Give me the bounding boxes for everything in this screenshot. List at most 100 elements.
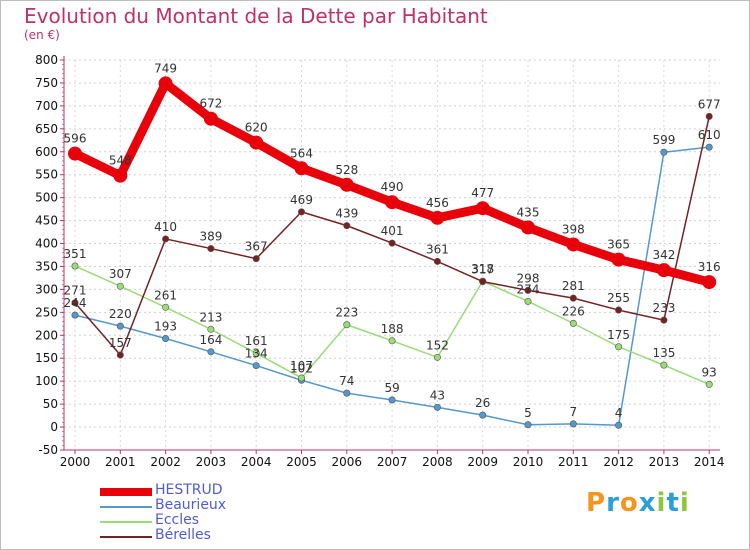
data-label: 456 bbox=[426, 196, 449, 210]
data-point bbox=[660, 361, 668, 369]
data-label: 255 bbox=[607, 291, 630, 305]
data-label: 389 bbox=[199, 230, 222, 244]
data-point bbox=[524, 297, 532, 305]
data-label: 102 bbox=[290, 361, 313, 375]
data-point bbox=[569, 319, 577, 327]
data-point bbox=[388, 337, 396, 345]
data-label: 271 bbox=[64, 284, 87, 298]
data-point bbox=[252, 349, 260, 357]
data-point bbox=[297, 208, 305, 216]
data-point bbox=[343, 222, 351, 230]
x-tick-label: 2011 bbox=[558, 455, 589, 469]
data-point bbox=[705, 380, 713, 388]
proxiti-logo: Proxiti bbox=[586, 488, 690, 518]
x-tick-label: 2014 bbox=[694, 455, 725, 469]
data-label: 93 bbox=[702, 365, 717, 379]
data-point bbox=[702, 275, 717, 290]
legend-label: Eccles bbox=[155, 512, 200, 528]
data-label: 188 bbox=[381, 322, 404, 336]
y-tick-label: 550 bbox=[35, 168, 58, 182]
data-label: 5 bbox=[524, 406, 532, 420]
data-label: 367 bbox=[245, 240, 268, 254]
data-label: 157 bbox=[109, 336, 132, 350]
legend-label: HESTRUD bbox=[155, 482, 223, 498]
data-point bbox=[249, 135, 264, 150]
data-label: 298 bbox=[517, 271, 540, 285]
data-point bbox=[116, 351, 124, 359]
data-point bbox=[207, 348, 215, 356]
y-tick-label: 200 bbox=[35, 328, 58, 342]
x-tick-label: 2006 bbox=[332, 455, 363, 469]
data-label: 175 bbox=[607, 328, 630, 342]
legend-swatch bbox=[100, 521, 152, 523]
legend-label: Bérelles bbox=[155, 527, 211, 543]
data-point bbox=[207, 325, 215, 333]
y-tick-label: 700 bbox=[35, 99, 58, 113]
data-point bbox=[71, 262, 79, 270]
data-label: 134 bbox=[245, 347, 268, 361]
data-point bbox=[294, 161, 309, 176]
data-point bbox=[388, 239, 396, 247]
data-point bbox=[479, 411, 487, 419]
x-tick-label: 2005 bbox=[286, 455, 317, 469]
data-label: 596 bbox=[64, 132, 87, 146]
data-point bbox=[343, 389, 351, 397]
data-label: 213 bbox=[199, 310, 222, 324]
data-label: 244 bbox=[64, 296, 87, 310]
data-label: 135 bbox=[652, 346, 675, 360]
data-point bbox=[68, 146, 82, 161]
y-tick-label: 0 bbox=[50, 420, 58, 434]
data-point bbox=[524, 421, 532, 429]
data-point bbox=[433, 403, 441, 411]
data-label: 281 bbox=[562, 279, 585, 293]
data-label: 26 bbox=[475, 396, 490, 410]
x-tick-label: 2013 bbox=[649, 455, 680, 469]
data-point bbox=[615, 306, 623, 314]
data-label: 74 bbox=[339, 374, 354, 388]
data-label: 401 bbox=[381, 224, 404, 238]
legend-swatch bbox=[100, 488, 152, 496]
y-tick-label: 450 bbox=[35, 214, 58, 228]
data-point bbox=[660, 148, 668, 156]
data-label: 223 bbox=[335, 306, 358, 320]
data-point bbox=[158, 76, 173, 91]
data-label: 398 bbox=[562, 222, 585, 236]
data-label: 152 bbox=[426, 338, 449, 352]
data-point bbox=[524, 286, 532, 294]
data-point bbox=[113, 168, 128, 183]
x-tick-label: 2010 bbox=[513, 455, 544, 469]
data-label: 435 bbox=[517, 205, 540, 219]
data-label: 439 bbox=[335, 207, 358, 221]
data-label: 528 bbox=[335, 163, 358, 177]
x-tick-label: 2012 bbox=[603, 455, 634, 469]
data-point bbox=[433, 353, 441, 361]
data-point bbox=[615, 343, 623, 351]
data-point bbox=[430, 210, 445, 225]
data-point bbox=[343, 321, 351, 329]
data-label: 677 bbox=[698, 97, 721, 111]
data-point bbox=[660, 316, 668, 324]
data-point bbox=[388, 396, 396, 404]
y-tick-label: 100 bbox=[35, 374, 58, 388]
data-label: 59 bbox=[384, 381, 399, 395]
x-tick-label: 2000 bbox=[60, 455, 91, 469]
data-label: 164 bbox=[199, 333, 222, 347]
x-tick-label: 2007 bbox=[377, 455, 408, 469]
data-label: 620 bbox=[245, 121, 268, 135]
data-label: 161 bbox=[245, 334, 268, 348]
data-point bbox=[615, 421, 623, 429]
data-point bbox=[116, 322, 124, 330]
data-label: 365 bbox=[607, 238, 630, 252]
data-label: 490 bbox=[381, 180, 404, 194]
data-label: 564 bbox=[290, 146, 313, 160]
data-point bbox=[297, 374, 305, 382]
legend-swatch bbox=[100, 536, 152, 538]
data-point bbox=[611, 252, 626, 267]
data-label: 610 bbox=[698, 128, 721, 142]
x-tick-label: 2002 bbox=[150, 455, 181, 469]
data-point bbox=[475, 201, 490, 216]
data-point bbox=[162, 335, 170, 343]
data-point bbox=[521, 220, 535, 235]
